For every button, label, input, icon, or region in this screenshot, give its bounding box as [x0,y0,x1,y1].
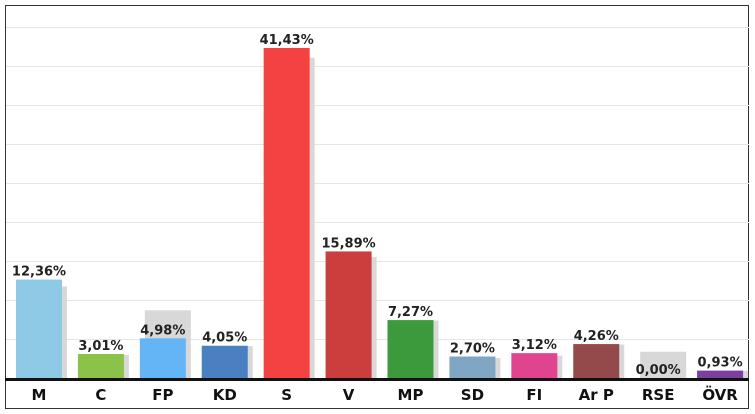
bar-sd [449,356,496,378]
category-label: MP [398,386,424,404]
category-label: SD [461,386,484,404]
gridlines [6,27,749,340]
category-label: ÖVR [702,385,738,404]
value-label: 7,27% [388,305,433,320]
value-label: 2,70% [450,341,495,356]
value-label: 15,89% [322,236,376,251]
category-label: FI [526,386,542,404]
bar-övr [697,370,744,378]
value-label: 4,05% [202,331,247,346]
value-label: 4,98% [140,323,185,338]
result-bars [16,48,744,378]
value-label: 3,12% [512,338,557,353]
bar-m [16,279,62,378]
bar-s [263,48,310,378]
category-label: S [281,386,292,404]
value-label: 0,00% [636,363,681,378]
bar-fp [139,338,186,378]
bar-mp [387,320,434,378]
value-label: 4,26% [574,329,619,344]
category-label: M [32,386,47,404]
bar-kd [201,345,248,378]
category-label: FP [152,386,173,404]
value-labels: 12,36% 3,01% 4,98% 4,05% 41,43% 15,89% 7,27% 2,… [12,33,743,378]
bar-ar-p [573,344,620,378]
value-label: 41,43% [260,33,314,48]
value-label: 12,36% [12,265,66,280]
category-label: RSE [642,386,675,404]
value-label: 3,01% [78,339,123,354]
value-label: 0,93% [698,356,743,371]
category-label: V [343,386,355,404]
bar-v [325,251,372,378]
bar-c [77,354,124,378]
category-label: KD [213,386,237,404]
category-labels: M C FP KD S V MP SD FI Ar P RSE ÖVR [32,385,739,404]
ghost-bar-rse [640,351,687,378]
plot-frame [5,5,749,409]
category-label: Ar P [579,386,614,404]
category-label: C [95,386,106,404]
bar-fi [511,353,558,378]
